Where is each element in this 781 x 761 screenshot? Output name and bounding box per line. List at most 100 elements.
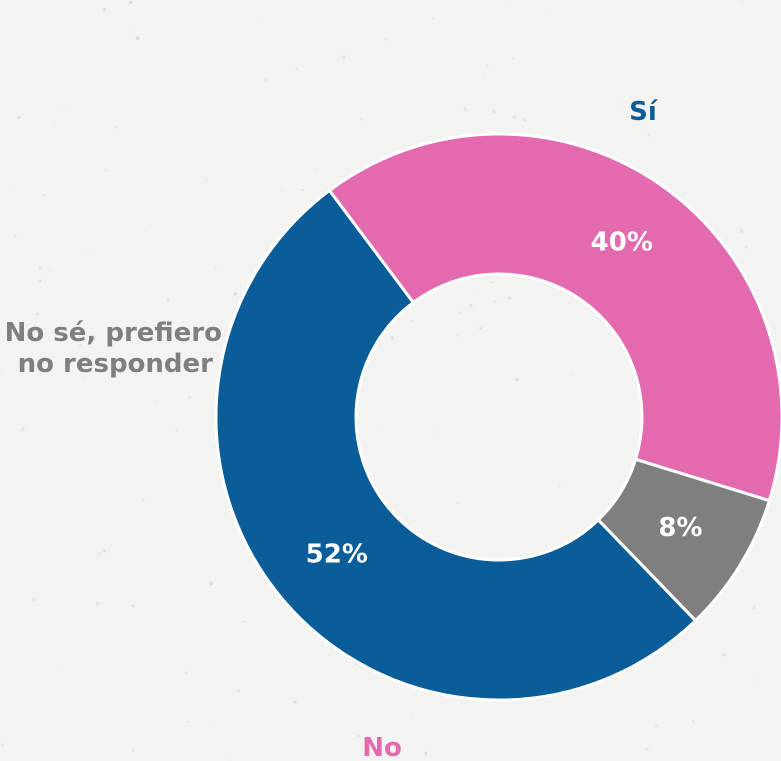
texture-speck bbox=[62, 108, 65, 111]
texture-speck bbox=[17, 115, 21, 120]
texture-speck bbox=[0, 369, 2, 372]
texture-speck bbox=[722, 653, 726, 657]
texture-speck bbox=[207, 727, 209, 729]
texture-speck bbox=[59, 669, 62, 672]
texture-speck bbox=[35, 312, 39, 316]
texture-speck bbox=[558, 485, 561, 488]
texture-speck bbox=[492, 109, 496, 114]
texture-speck bbox=[1, 743, 5, 747]
texture-speck bbox=[424, 751, 428, 755]
texture-speck bbox=[95, 601, 100, 606]
texture-speck bbox=[280, 189, 283, 192]
pct-label-si: 52% bbox=[306, 540, 368, 570]
texture-speck bbox=[186, 721, 189, 723]
texture-speck bbox=[433, 430, 436, 433]
texture-speck bbox=[102, 8, 107, 12]
texture-speck bbox=[237, 689, 240, 693]
texture-speck bbox=[131, 748, 135, 752]
texture-speck bbox=[13, 234, 17, 238]
texture-speck bbox=[229, 759, 231, 761]
percentage-labels: 52% 40% 8% bbox=[306, 227, 703, 569]
texture-speck bbox=[128, 0, 133, 5]
texture-speck bbox=[233, 292, 238, 296]
texture-speck bbox=[356, 734, 360, 738]
texture-speck bbox=[78, 343, 83, 347]
texture-speck bbox=[185, 671, 188, 675]
pct-label-no-se: 8% bbox=[658, 513, 702, 543]
texture-speck bbox=[491, 280, 494, 284]
texture-speck bbox=[411, 716, 414, 719]
slice-no-se bbox=[596, 457, 772, 623]
texture-speck bbox=[92, 336, 97, 341]
texture-speck bbox=[645, 747, 649, 751]
texture-speck bbox=[31, 597, 36, 602]
texture-speck bbox=[655, 724, 658, 728]
texture-speck bbox=[432, 17, 435, 20]
slice-no bbox=[327, 132, 781, 503]
texture-speck bbox=[315, 168, 318, 172]
texture-speck bbox=[97, 552, 102, 557]
texture-speck bbox=[739, 229, 744, 233]
texture-speck bbox=[257, 20, 259, 22]
texture-speck bbox=[54, 122, 56, 124]
texture-speck bbox=[479, 327, 482, 330]
texture-speck bbox=[616, 103, 619, 105]
texture-speck bbox=[744, 246, 748, 249]
category-label-no: No bbox=[362, 733, 402, 761]
texture-speck bbox=[242, 620, 246, 623]
texture-speck bbox=[510, 5, 512, 7]
texture-speck bbox=[515, 377, 519, 382]
texture-speck bbox=[142, 499, 145, 502]
texture-speck bbox=[341, 55, 346, 60]
texture-speck bbox=[39, 279, 42, 283]
category-label-no-se-line-2: no responder bbox=[18, 349, 214, 379]
texture-speck bbox=[390, 336, 395, 340]
texture-speck bbox=[382, 426, 384, 428]
texture-speck bbox=[197, 360, 199, 362]
texture-speck bbox=[411, 320, 414, 322]
texture-speck bbox=[523, 118, 527, 122]
texture-speck bbox=[49, 269, 52, 272]
texture-speck bbox=[175, 428, 179, 432]
texture-speck bbox=[103, 549, 107, 553]
texture-speck bbox=[571, 373, 573, 376]
texture-speck bbox=[459, 311, 462, 314]
texture-speck bbox=[456, 334, 459, 337]
texture-speck bbox=[512, 57, 515, 60]
texture-speck bbox=[131, 604, 135, 608]
texture-speck bbox=[647, 134, 650, 137]
texture-speck bbox=[384, 38, 387, 41]
texture-speck bbox=[456, 501, 460, 505]
texture-speck bbox=[293, 700, 297, 704]
texture-speck bbox=[486, 64, 489, 67]
texture-speck bbox=[549, 10, 551, 12]
texture-speck bbox=[166, 297, 170, 302]
texture-speck bbox=[740, 0, 743, 3]
texture-speck bbox=[87, 248, 89, 251]
texture-speck bbox=[104, 169, 108, 172]
texture-speck bbox=[43, 194, 46, 197]
texture-speck bbox=[209, 581, 213, 586]
texture-speck bbox=[475, 291, 478, 294]
texture-speck bbox=[135, 36, 140, 41]
pct-label-no: 40% bbox=[591, 227, 653, 257]
texture-speck bbox=[188, 395, 191, 399]
texture-speck bbox=[360, 117, 363, 121]
texture-speck bbox=[82, 376, 85, 379]
donut-slices bbox=[214, 132, 781, 702]
texture-speck bbox=[214, 267, 217, 270]
texture-speck bbox=[38, 266, 41, 269]
texture-speck bbox=[21, 427, 25, 431]
texture-speck bbox=[295, 67, 299, 71]
texture-speck bbox=[507, 296, 512, 300]
texture-speck bbox=[469, 304, 473, 308]
texture-speck bbox=[155, 400, 158, 403]
texture-speck bbox=[115, 126, 117, 129]
texture-speck bbox=[302, 188, 305, 192]
texture-speck bbox=[130, 27, 133, 30]
slice-si bbox=[214, 188, 698, 702]
category-label-si: Sí bbox=[629, 97, 659, 127]
category-label-no-se-line-1: No sé, prefiero bbox=[5, 318, 222, 348]
texture-speck bbox=[483, 74, 485, 77]
